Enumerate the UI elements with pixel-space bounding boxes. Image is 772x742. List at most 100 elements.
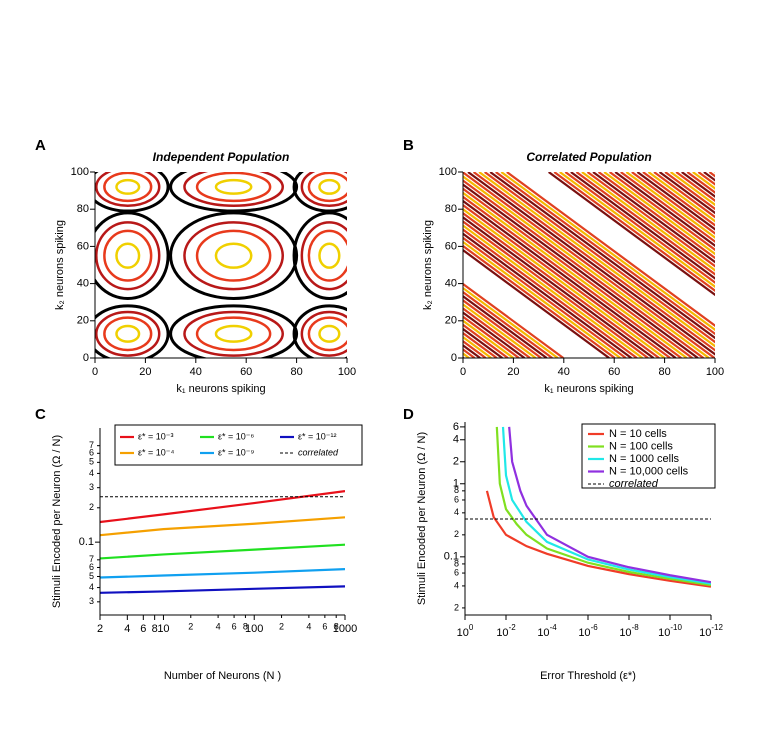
y-tick-label: 6 [454,494,459,504]
stripe [463,311,526,358]
stripe [592,172,715,264]
y-axis-label: Stimuli Encoded per Neuron (Ω / N) [51,435,63,608]
stripe [658,172,715,215]
y-tick-label: 2 [89,502,94,512]
x-tick-label: 4 [306,621,311,631]
x-tick-label: 40 [190,366,202,378]
stripe [463,183,699,358]
stripe [489,172,715,340]
x-tick-label: 2 [279,621,284,631]
stripe [603,172,715,256]
stripe [463,335,492,358]
x-tick-label: 4 [216,621,221,631]
stripe [463,319,515,358]
x-tick-label: 20 [507,366,519,378]
y-tick-label: 4 [453,434,459,446]
legend-box [114,424,363,466]
x-tick-label: 80 [290,366,302,378]
legend-label: ε* = 10⁻⁶ [218,431,255,441]
series-line [508,426,711,584]
series-line [100,585,345,594]
y-tick-label: 20 [77,315,89,327]
tick-exponent: -12 [711,623,723,632]
stripe [463,286,559,358]
legend-label: N = 10 cells [609,428,667,440]
stripe [463,303,537,358]
series-line [100,543,345,560]
stripe [463,323,509,358]
contour-line [292,172,347,213]
y-tick-label: 40 [445,278,457,290]
legend-label: N = 10,000 cells [609,465,689,477]
stripe [714,172,715,174]
x-tick-label: 2 [188,621,193,631]
x-tick-label: 100 [338,366,356,378]
x-tick-label: 10-6 [578,623,598,639]
x-tick-label: 8 [152,623,158,635]
tick-base: 10 [699,627,711,639]
contour-line [318,242,341,269]
plot-area [100,490,345,594]
contour-line [292,304,347,358]
contour-line [115,324,141,343]
plot-area [463,172,715,358]
stripe [463,248,610,358]
stripe [586,172,715,268]
legend-label: N = 100 cells [609,440,673,452]
stripe [463,236,627,358]
stripe [463,203,671,358]
contour-line [300,310,347,357]
y-tick-label: 4 [89,582,94,592]
stripe [631,172,715,235]
panel-letter: D [403,406,414,423]
y-tick-label: 7 [89,554,94,564]
stripe [463,191,688,358]
stripe [506,172,715,328]
stripe [642,172,715,227]
contour-line [214,178,253,195]
stripe [463,179,705,358]
x-tick-label: 10-2 [496,623,516,639]
tick-base: 10 [537,627,549,639]
x-tick-label: 2 [97,623,103,635]
x-tick-label: 60 [240,366,252,378]
stripe [463,172,715,358]
stripe [484,172,715,344]
stripe [463,216,655,358]
stripe [463,228,638,358]
contour-line [95,310,161,357]
tick-exponent: -4 [550,623,558,632]
x-tick-label: 10-8 [619,623,639,639]
stripe [463,315,520,358]
y-tick-label: 7 [89,440,94,450]
series-line [100,516,345,537]
stripe [500,172,715,332]
stripe [463,195,682,358]
tick-base: 10 [619,627,631,639]
y-axis-label: k₂ neurons spiking [54,220,66,310]
contour-line [300,172,347,207]
legend-label: ε* = 10⁻¹² [298,431,337,441]
contour-line [95,211,170,300]
contour-line [292,211,347,300]
x-tick-label: 0 [92,366,98,378]
x-tick-label: 80 [658,366,670,378]
y-tick-label: 4 [454,507,459,517]
stripe [570,172,715,280]
y-tick-label: 6 [453,421,459,433]
contour-line [307,316,347,352]
x-tick-label: 8 [334,621,339,631]
y-tick-label: 2 [453,456,459,468]
panel: B Correlated Population 0 20 40 60 80 100 0 20 40 6… [403,137,724,395]
plot-area [95,172,347,358]
y-tick-label: 1 [453,478,459,490]
stripe [625,172,715,239]
contour-line [195,316,272,352]
y-tick-label: 6 [454,567,459,577]
stripe [669,172,715,207]
y-tick-label: 4 [454,580,459,590]
stripe [472,172,715,352]
